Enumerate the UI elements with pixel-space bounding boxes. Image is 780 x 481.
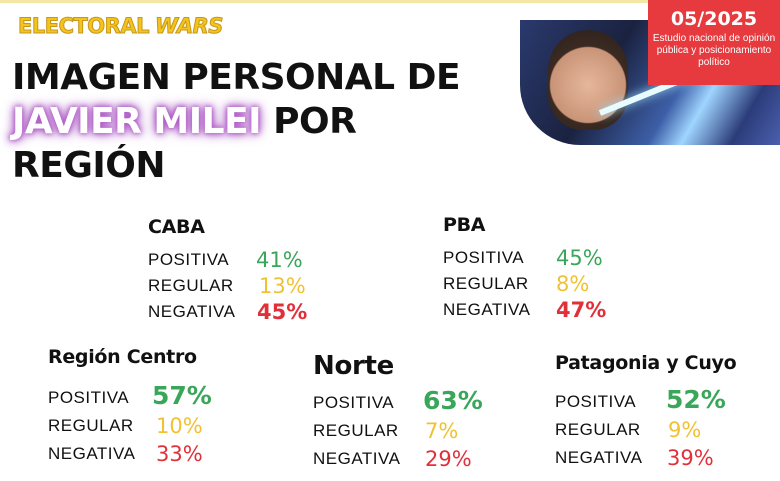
brand-text-wars: WARS [154,14,223,39]
value-regular: 7% [425,419,459,443]
value-positive: 52% [666,385,726,414]
value-regular: 13% [259,274,306,298]
label-regular: REGULAR [48,416,134,435]
title-highlight: JAVIER MILEI [12,101,262,142]
region-pba: PBA POSITIVA 45% REGULAR 8% NEGATIVA 47% [443,214,606,322]
title-line-2-rest: POR [273,101,357,142]
value-regular: 10% [156,414,203,438]
region-patagonia-cuyo: Patagonia y Cuyo POSITIVA 52% REGULAR 9% N… [555,352,737,470]
label-regular: REGULAR [313,421,399,440]
region-norte: Norte POSITIVA 63% REGULAR 7% NEGATIVA 29% [313,351,483,471]
label-negative: NEGATIVA [148,302,236,321]
region-name: CABA [148,216,205,238]
date-badge: 05/2025 Estudio nacional de opinión públ… [648,0,780,85]
label-positive: POSITIVA [48,388,130,407]
region-centro: Región Centro POSITIVA 57% REGULAR 10% NEG… [48,346,212,466]
brand-text: ELECTORAL [18,14,150,39]
top-border [0,0,780,3]
value-regular: 9% [668,418,702,442]
label-positive: POSITIVA [313,393,395,412]
label-negative: NEGATIVA [313,449,401,468]
label-regular: REGULAR [443,274,529,293]
value-negative: 33% [156,442,203,466]
face-shape [548,30,628,130]
value-positive: 63% [423,386,483,415]
region-name: PBA [443,214,486,236]
value-negative: 47% [556,298,607,322]
badge-date: 05/2025 [670,8,758,30]
region-name: Norte [313,351,395,381]
title-line-1: IMAGEN PERSONAL DE [12,57,461,98]
badge-subtitle: Estudio nacional de opinión pública y po… [652,33,776,68]
value-positive: 57% [152,381,212,410]
label-negative: NEGATIVA [48,444,136,463]
label-negative: NEGATIVA [555,448,643,467]
page-title: IMAGEN PERSONAL DE JAVIER MILEI POR REGI… [12,56,461,188]
label-positive: POSITIVA [555,392,637,411]
value-positive: 45% [556,246,603,270]
region-name: Patagonia y Cuyo [555,352,737,374]
value-regular: 8% [556,272,590,296]
title-line-3: REGIÓN [12,145,166,186]
region-caba: CABA POSITIVA 41% REGULAR 13% NEGATIVA 45% [148,216,307,324]
label-regular: REGULAR [148,276,234,295]
brand-logo: ELECTORAL WARS [18,14,224,39]
label-negative: NEGATIVA [443,300,531,319]
title-line-2: JAVIER MILEI POR [12,100,460,144]
value-negative: 45% [257,300,308,324]
label-positive: POSITIVA [148,250,230,269]
value-negative: 29% [425,447,472,471]
label-regular: REGULAR [555,420,641,439]
value-positive: 41% [256,248,303,272]
region-name: Región Centro [48,346,197,368]
label-positive: POSITIVA [443,248,525,267]
value-negative: 39% [667,446,714,470]
